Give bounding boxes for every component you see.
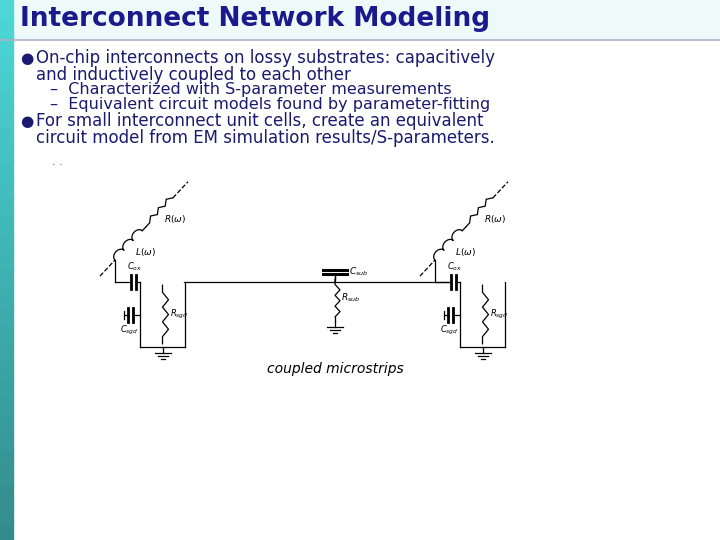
Bar [0,413,13,432]
Bar [0,467,13,486]
Bar [0,269,13,288]
Text: $L(\omega)$: $L(\omega)$ [454,246,475,258]
Text: coupled microstrips: coupled microstrips [266,362,403,376]
Text: $R_{sgd}$: $R_{sgd}$ [490,308,508,321]
Bar [0,431,13,450]
Text: $C_{sub}$: $C_{sub}$ [349,266,369,278]
Bar [0,305,13,324]
Bar [0,485,13,504]
Text: circuit model from EM simulation results/S-parameters.: circuit model from EM simulation results… [36,129,495,147]
Bar [0,341,13,360]
Bar [0,0,720,38]
Bar [0,251,13,270]
Text: –  Equivalent circuit models found by parameter-fitting: – Equivalent circuit models found by par… [50,97,490,112]
Bar [0,89,13,108]
Bar [0,287,13,306]
Text: · ·: · · [52,160,63,170]
Bar [0,161,13,180]
Text: $C_{ox}$: $C_{ox}$ [127,260,142,273]
Bar [0,197,13,216]
Text: $C_{sgd}$: $C_{sgd}$ [440,323,458,336]
Bar [0,359,13,378]
Text: $R_{sgd}$: $R_{sgd}$ [169,308,188,321]
Bar [0,215,13,234]
Bar [0,449,13,468]
Bar [0,503,13,522]
Text: and inductively coupled to each other: and inductively coupled to each other [36,66,351,84]
Bar [0,323,13,342]
Text: For small interconnect unit cells, create an equivalent: For small interconnect unit cells, creat… [36,112,484,130]
Bar [0,0,13,18]
Text: $R_{sub}$: $R_{sub}$ [341,292,360,304]
Text: $L(\omega)$: $L(\omega)$ [135,246,156,258]
Text: –  Characterized with S-parameter measurements: – Characterized with S-parameter measure… [50,82,451,97]
Bar [0,143,13,162]
Text: $R(\omega)$: $R(\omega)$ [485,213,506,226]
Bar [0,107,13,126]
Bar [0,35,13,54]
Bar [0,179,13,198]
Text: $R(\omega)$: $R(\omega)$ [164,213,186,226]
Bar [0,233,13,252]
Bar [0,17,13,36]
Text: ●: ● [20,51,33,66]
Text: $C_{ox}$: $C_{ox}$ [446,260,462,273]
Bar [0,125,13,144]
Bar [0,395,13,414]
Text: $C_{sgd}$: $C_{sgd}$ [120,323,138,336]
Bar [0,377,13,396]
Text: ●: ● [20,114,33,129]
Bar [0,521,13,540]
Bar [0,53,13,72]
Text: Interconnect Network Modeling: Interconnect Network Modeling [20,6,490,32]
Text: On-chip interconnects on lossy substrates: capacitively: On-chip interconnects on lossy substrate… [36,49,495,67]
Bar [0,71,13,90]
